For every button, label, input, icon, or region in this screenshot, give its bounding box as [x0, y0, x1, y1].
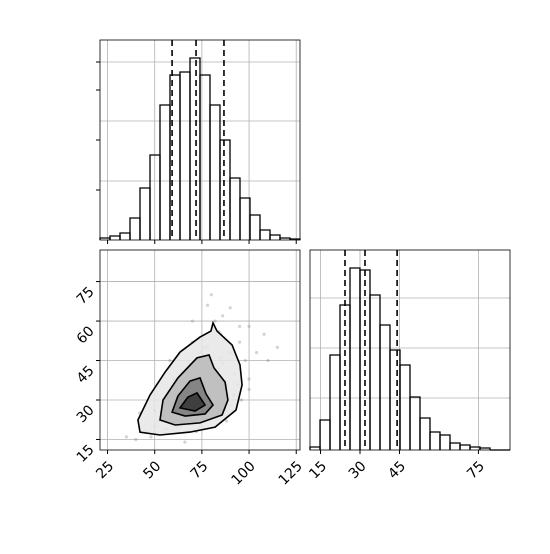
- scatter-point: [183, 440, 187, 444]
- scatter-point: [255, 351, 259, 355]
- scatter-point: [247, 377, 251, 381]
- scatter-point: [213, 319, 217, 323]
- panel-frame: [99, 39, 301, 241]
- scatter-point: [209, 293, 213, 297]
- scatter-point: [266, 358, 270, 363]
- scatter-point: [224, 419, 229, 423]
- scatter-point: [239, 398, 244, 402]
- scatter-point: [221, 314, 225, 318]
- scatter-point: [247, 387, 251, 392]
- scatter-point: [168, 358, 172, 363]
- scatter-point: [134, 437, 138, 442]
- scatter-point: [124, 435, 129, 439]
- scatter-point: [228, 306, 232, 310]
- scatter-point: [190, 319, 195, 323]
- scatter-point: [238, 340, 242, 344]
- hist-bin: [479, 447, 491, 450]
- scatter-point: [247, 324, 251, 328]
- panel-frame: [309, 249, 511, 451]
- panel-frame: [99, 249, 301, 451]
- hist-bin: [249, 214, 261, 240]
- scatter-point: [243, 358, 247, 363]
- scatter-point: [238, 324, 242, 328]
- contour: [178, 391, 207, 412]
- scatter-point: [205, 303, 210, 307]
- scatter-point: [275, 345, 279, 349]
- scatter-point: [262, 332, 266, 336]
- scatter-point: [149, 435, 153, 439]
